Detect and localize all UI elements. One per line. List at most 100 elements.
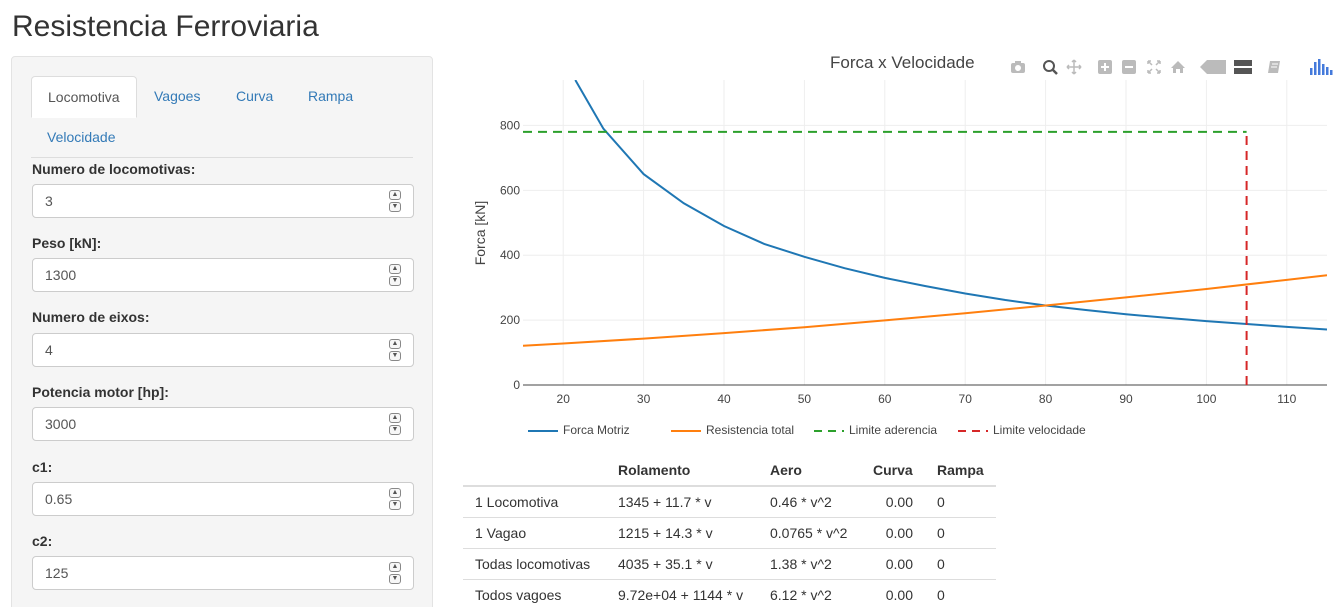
x-tick-label: 90 [1119,392,1133,406]
num-locomotivas-spinner[interactable]: ▲ ▼ [389,190,401,212]
tab-locomotiva[interactable]: Locomotiva [31,76,137,118]
pan-icon[interactable] [1066,59,1082,75]
zoom-icon[interactable] [1042,59,1058,75]
increment-icon[interactable]: ▲ [389,562,401,572]
legend-item[interactable]: Forca Motriz [528,422,630,438]
tab-rampa[interactable]: Rampa [308,88,354,104]
decrement-icon[interactable]: ▼ [389,351,401,361]
table-header: Curva [861,454,925,487]
series-line-forca-motriz[interactable] [574,80,1327,331]
peso-input[interactable]: 1300 ▲ ▼ [32,258,414,292]
table-row: 1 Vagao 1215 + 14.3 * v 0.0765 * v^2 0.0… [463,516,996,548]
num-eixos-value: 4 [45,342,53,358]
x-tick-label: 60 [878,392,892,406]
y-tick-label: 200 [500,313,520,327]
hover-compare-icon[interactable] [1232,59,1252,75]
legend-item[interactable]: Limite aderencia [814,422,937,438]
legend-swatch [528,429,558,432]
x-tick-label: 40 [717,392,731,406]
camera-icon[interactable] [1010,59,1026,75]
table-cell: 1 Vagao [463,516,606,548]
decrement-icon[interactable]: ▼ [389,276,401,286]
legend-item[interactable]: Resistencia total [671,422,794,438]
table-row: Todas locomotivas 4035 + 35.1 * v 1.38 *… [463,547,996,579]
c1-label: c1: [32,459,53,475]
table-header-row: Rolamento Aero Curva Rampa [463,454,996,487]
decrement-icon[interactable]: ▼ [389,500,401,510]
x-tick-label: 80 [1039,392,1053,406]
autoscale-icon[interactable] [1146,59,1162,75]
y-tick-label: 400 [500,248,520,262]
x-tick-label: 20 [557,392,571,406]
table-cell: 0.00 [861,547,925,579]
legend-swatch [671,429,701,432]
table-cell: 0 [925,516,996,548]
c1-input[interactable]: 0.65 ▲ ▼ [32,482,414,516]
table-row: 1 Locomotiva 1345 + 11.7 * v 0.46 * v^2 … [463,485,996,517]
tab-velocidade[interactable]: Velocidade [47,129,116,145]
potencia-input[interactable]: 3000 ▲ ▼ [32,407,414,441]
table-cell: 1 Locomotiva [463,485,606,517]
zoom-in-icon[interactable] [1097,59,1113,75]
table-cell: 1345 + 11.7 * v [606,485,758,517]
table-cell: 1215 + 14.3 * v [606,516,758,548]
legend-swatch [814,429,844,432]
table-header: Rolamento [606,454,758,487]
legend-item[interactable]: Limite velocidade [958,422,1086,438]
legend-label: Resistencia total [706,423,795,437]
x-tick-label: 100 [1196,392,1216,406]
table-header: Aero [758,454,861,487]
y-tick-label: 800 [500,118,520,132]
increment-icon[interactable]: ▲ [389,190,401,200]
table-cell: 4035 + 35.1 * v [606,547,758,579]
peso-spinner[interactable]: ▲ ▼ [389,264,401,286]
decrement-icon[interactable]: ▼ [389,202,401,212]
legend-label: Limite aderencia [849,423,938,437]
toggle-spikelines-icon[interactable] [1266,59,1282,75]
results-table: Rolamento Aero Curva Rampa 1 Locomotiva … [463,454,996,607]
tab-curva[interactable]: Curva [236,88,274,104]
y-tick-label: 600 [500,183,520,197]
tab-vagoes[interactable]: Vagoes [154,88,201,104]
table-cell: Todas locomotivas [463,547,606,579]
table-header [463,454,606,487]
plotly-logo-icon[interactable] [1308,58,1334,76]
x-tick-label: 70 [959,392,973,406]
c2-spinner[interactable]: ▲ ▼ [389,562,401,584]
legend-label: Forca Motriz [563,423,630,437]
increment-icon[interactable]: ▲ [389,413,401,423]
num-locomotivas-label: Numero de locomotivas: [32,161,196,177]
tab-bar: Locomotiva Vagoes Curva Rampa Velocidade [31,76,413,158]
decrement-icon[interactable]: ▼ [389,574,401,584]
num-eixos-spinner[interactable]: ▲ ▼ [389,339,401,361]
home-icon[interactable] [1170,59,1186,75]
series-line-resistencia-total[interactable] [523,274,1327,347]
decrement-icon[interactable]: ▼ [389,425,401,435]
increment-icon[interactable]: ▲ [389,339,401,349]
table-cell: 0 [925,485,996,517]
increment-icon[interactable]: ▲ [389,488,401,498]
c1-spinner[interactable]: ▲ ▼ [389,488,401,510]
x-tick-label: 50 [798,392,812,406]
force-velocity-chart[interactable]: 20 30 40 50 60 70 80 90 100 110 0 200 400 600 800 Forc… [462,48,1342,448]
table-cell: 0.00 [861,516,925,548]
increment-icon[interactable]: ▲ [389,264,401,274]
zoom-out-icon[interactable] [1121,59,1137,75]
hover-closest-icon[interactable] [1200,60,1226,74]
peso-value: 1300 [45,267,77,283]
potencia-label: Potencia motor [hp]: [32,384,169,400]
c1-value: 0.65 [45,491,73,507]
table-row: Todos vagoes 9.72e+04 + 1144 * v 6.12 * … [463,578,996,607]
potencia-spinner[interactable]: ▲ ▼ [389,413,401,435]
table-cell: 9.72e+04 + 1144 * v [606,578,758,607]
table-cell: 0 [925,578,996,607]
y-axis-label: Forca [kN] [472,201,488,266]
num-locomotivas-input[interactable]: 3 ▲ ▼ [32,184,414,218]
x-tick-label: 30 [637,392,651,406]
page-title: Resistencia Ferroviaria [12,10,319,43]
num-eixos-input[interactable]: 4 ▲ ▼ [32,333,414,367]
y-tick-label: 0 [513,378,520,392]
table-cell: 0.46 * v^2 [758,485,861,517]
c2-input[interactable]: 125 ▲ ▼ [32,556,414,590]
table-cell: 6.12 * v^2 [758,578,861,607]
